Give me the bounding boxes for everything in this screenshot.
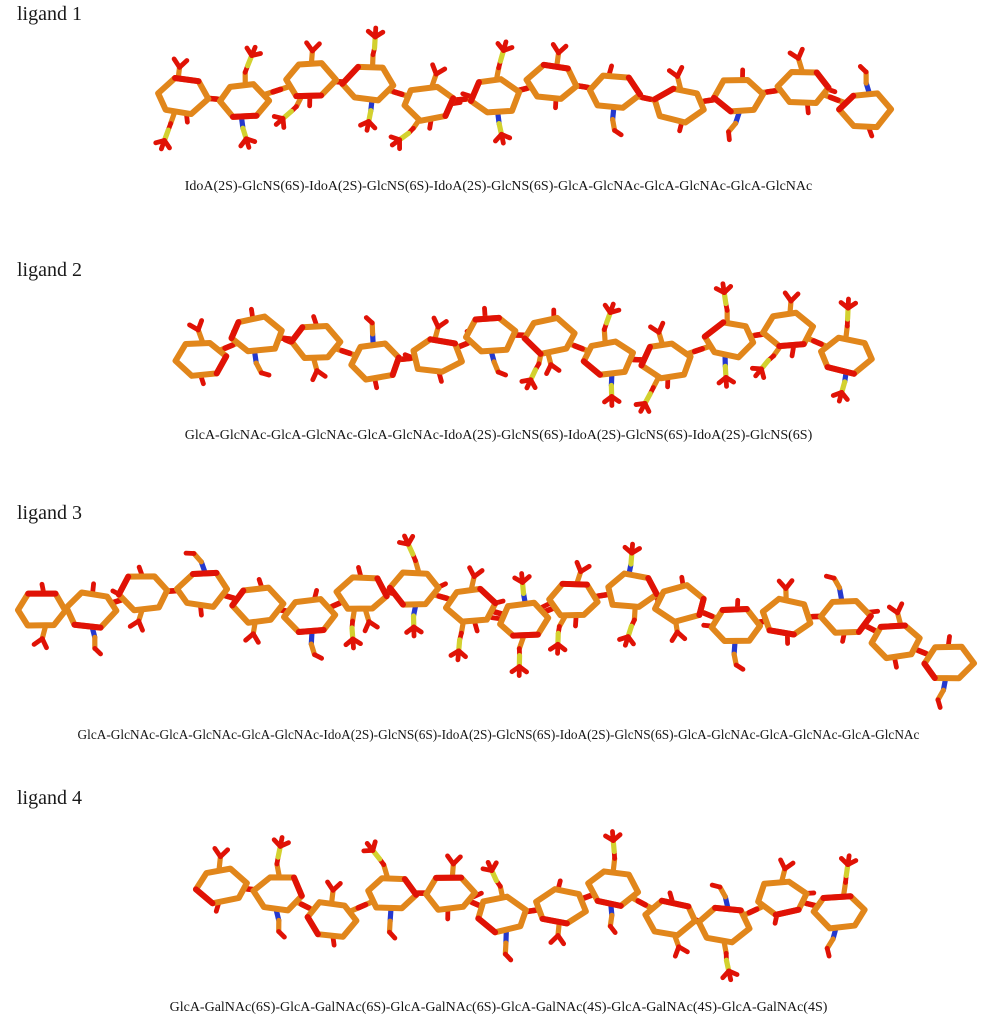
ligand-3-structure	[14, 533, 977, 710]
ligand-4-caption: GlcA-GalNAc(6S)-GlcA-GalNAc(6S)-GlcA-Gal…	[169, 1000, 828, 1015]
ligand-1-label: ligand 1	[17, 3, 82, 25]
ligand-2-caption: GlcA-GlcNAc-GlcA-GlcNAc-GlcA-GlcNAc-IdoA…	[184, 428, 813, 443]
ligand-4-structure	[192, 829, 868, 983]
ligand-2-label: ligand 2	[17, 259, 82, 281]
ligand-1-structure	[153, 25, 895, 152]
ligand-3-label: ligand 3	[17, 502, 82, 524]
ligand-4-label: ligand 4	[17, 787, 82, 809]
ligand-1-caption: IdoA(2S)-GlcNS(6S)-IdoA(2S)-GlcNS(6S)-Id…	[184, 179, 813, 194]
ligand-2-structure	[172, 281, 875, 414]
ligand-3-caption: GlcA-GlcNAc-GlcA-GlcNAc-GlcA-GlcNAc-IdoA…	[77, 727, 920, 742]
